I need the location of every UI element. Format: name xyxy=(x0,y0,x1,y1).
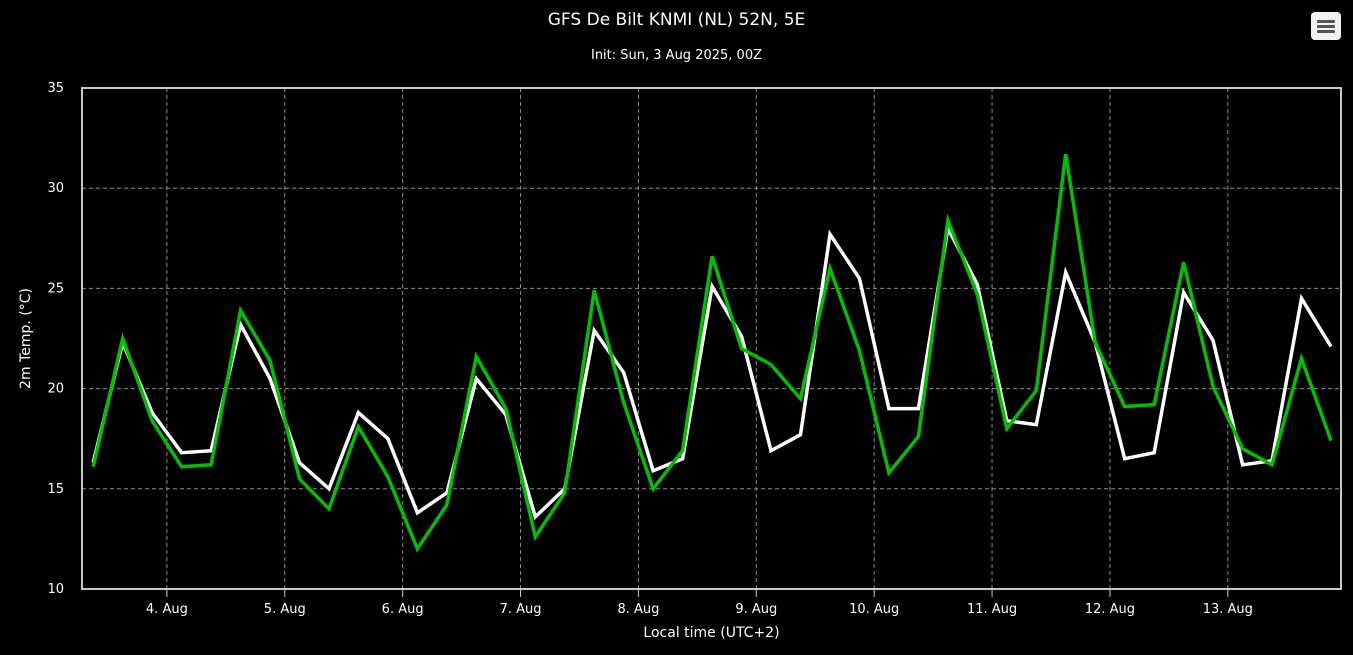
x-tick-label: 9. Aug xyxy=(735,602,777,617)
x-tick-label: 11. Aug xyxy=(967,602,1017,617)
series-line-2 xyxy=(91,153,1333,553)
grid-lines xyxy=(82,88,1341,589)
series-lines xyxy=(91,153,1333,553)
y-tick-label: 20 xyxy=(47,382,64,397)
x-tick-label: 4. Aug xyxy=(146,602,188,617)
y-tick-label: 25 xyxy=(47,281,64,296)
x-axis-title: Local time (UTC+2) xyxy=(643,625,779,641)
plot-frame xyxy=(81,87,1342,590)
y-axis-title: 2m Temp. (°C) xyxy=(18,288,34,389)
x-tick-label: 13. Aug xyxy=(1203,602,1253,617)
x-tick-label: 6. Aug xyxy=(382,602,424,617)
x-tick-label: 10. Aug xyxy=(849,602,899,617)
y-tick-label: 35 xyxy=(47,81,64,96)
x-tick-label: 7. Aug xyxy=(500,602,542,617)
x-tick-label: 8. Aug xyxy=(617,602,659,617)
y-axis-ticks: 10 15 20 25 30 35 xyxy=(47,81,64,597)
chart-subtitle: Init: Sun, 3 Aug 2025, 00Z xyxy=(590,48,762,63)
x-tick-label: 5. Aug xyxy=(264,602,306,617)
chart-title: GFS De Bilt KNMI (NL) 52N, 5E xyxy=(547,10,806,30)
y-tick-label: 10 xyxy=(47,582,64,597)
series-line-1 xyxy=(91,222,1333,521)
y-tick-label: 30 xyxy=(47,181,64,196)
x-tick-label: 12. Aug xyxy=(1085,602,1135,617)
y-tick-label: 15 xyxy=(47,482,64,497)
x-axis-ticks: 4. Aug 5. Aug 6. Aug 7. Aug 8. Aug 9. Aug 10. … xyxy=(146,589,1253,617)
chart-menu-button[interactable] xyxy=(1311,12,1341,40)
